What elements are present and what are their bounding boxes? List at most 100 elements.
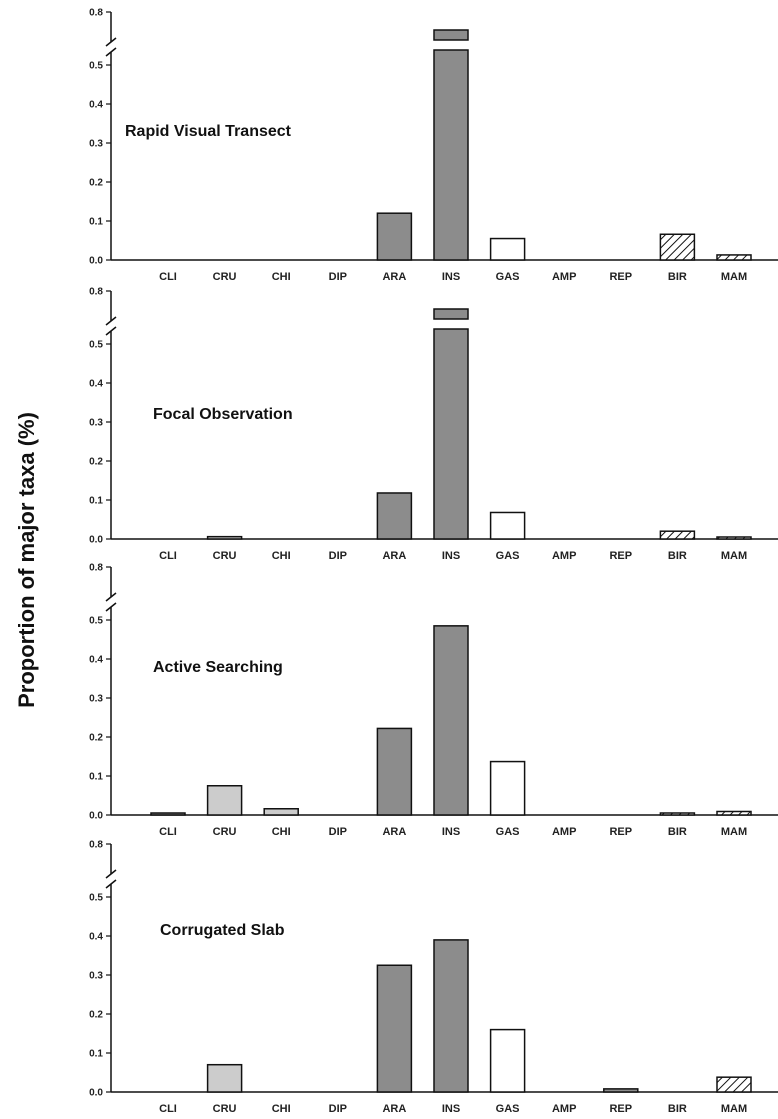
panel-1: 0.0 0.1 0.2 0.3 0.4 0.5 0.8 CLI CRU CHI DIP ARA INS G…	[89, 8, 778, 283]
x-tick-label-dip: DIP	[329, 826, 347, 838]
y-tick-label: 0.1	[89, 1049, 103, 1060]
panels: 0.0 0.1 0.2 0.3 0.4 0.5 0.8 CLI CRU CHI DIP ARA INS G…	[89, 8, 778, 1115]
y-tick-label: 0.1	[89, 217, 103, 228]
y-tick-label: 0.1	[89, 496, 103, 507]
y-tick-label: 0.8	[89, 563, 103, 574]
x-tick-label-ara: ARA	[382, 550, 406, 562]
y-tick-label: 0.4	[89, 655, 103, 666]
panel-title: Active Searching	[153, 659, 283, 676]
x-tick-label-mam: MAM	[721, 1103, 747, 1115]
bar-ins-upper	[433, 29, 469, 41]
x-tick-label-rep: REP	[609, 826, 632, 838]
axis-break-mark	[105, 47, 117, 57]
bar-mam	[716, 536, 752, 540]
x-tick-label-bir: BIR	[668, 1103, 687, 1115]
axis-break-mark	[105, 869, 117, 879]
y-tick-label: 0.2	[89, 1010, 103, 1021]
bar-ara	[376, 727, 413, 816]
bar-ara	[376, 212, 413, 261]
bar-gas	[489, 237, 526, 261]
x-tick-label-gas: GAS	[496, 1103, 520, 1115]
x-tick-label-ara: ARA	[382, 271, 406, 283]
x-tick-label-bir: BIR	[668, 550, 687, 562]
axis-break-mark	[105, 37, 117, 47]
bar-mam	[716, 810, 752, 816]
y-tick-label: 0.8	[89, 287, 103, 298]
panel-title: Corrugated Slab	[160, 922, 285, 939]
bar-ins	[433, 625, 469, 816]
panel-title: Focal Observation	[153, 406, 293, 423]
x-tick-label-chi: CHI	[272, 271, 291, 283]
x-tick-label-amp: AMP	[552, 1103, 576, 1115]
y-tick-label: 0.0	[89, 1088, 103, 1099]
y-tick-label: 0.5	[89, 340, 103, 351]
x-tick-label-chi: CHI	[272, 550, 291, 562]
x-tick-label-ara: ARA	[382, 826, 406, 838]
y-tick-label: 0.2	[89, 178, 103, 189]
y-tick-label: 0.5	[89, 616, 103, 627]
x-tick-label-amp: AMP	[552, 826, 576, 838]
x-tick-label-amp: AMP	[552, 271, 576, 283]
y-tick-label: 0.4	[89, 932, 103, 943]
panel-3: 0.0 0.1 0.2 0.3 0.4 0.5 0.8 CLI CRU CHI DIP ARA INS G…	[89, 563, 778, 838]
x-tick-label-cli: CLI	[159, 1103, 177, 1115]
x-tick-label-gas: GAS	[496, 550, 520, 562]
axis-break-mark	[105, 326, 117, 336]
bar-bir	[659, 233, 696, 261]
y-tick-label: 0.2	[89, 457, 103, 468]
axis-break-mark	[105, 316, 117, 326]
axis-break-mark	[105, 602, 117, 612]
bar-cli	[150, 812, 186, 816]
bar-mam	[716, 254, 752, 261]
x-tick-label-rep: REP	[609, 550, 632, 562]
x-tick-label-gas: GAS	[496, 826, 520, 838]
y-tick-label: 0.3	[89, 139, 103, 150]
x-tick-label-bir: BIR	[668, 271, 687, 283]
bar-ins	[433, 328, 469, 540]
x-tick-label-ins: INS	[442, 826, 460, 838]
x-tick-label-cli: CLI	[159, 826, 177, 838]
bar-chi	[263, 808, 299, 816]
y-tick-label: 0.0	[89, 256, 103, 267]
bar-bir	[659, 812, 696, 816]
bar-ins	[433, 939, 469, 1093]
panel-title: Rapid Visual Transect	[125, 123, 292, 140]
x-tick-label-ins: INS	[442, 1103, 460, 1115]
x-tick-label-gas: GAS	[496, 271, 520, 283]
bar-cru	[206, 785, 243, 816]
x-tick-label-cru: CRU	[213, 550, 237, 562]
bar-gas	[489, 1028, 526, 1093]
x-tick-label-ara: ARA	[382, 1103, 406, 1115]
y-tick-label: 0.5	[89, 893, 103, 904]
y-tick-label: 0.8	[89, 8, 103, 19]
y-tick-label: 0.3	[89, 694, 103, 705]
bar-ara	[376, 492, 413, 540]
y-tick-label: 0.2	[89, 733, 103, 744]
y-tick-label: 0.8	[89, 840, 103, 851]
bar-cru	[206, 535, 243, 540]
panel-4: 0.0 0.1 0.2 0.3 0.4 0.5 0.8 CLI CRU CHI DIP ARA INS G…	[89, 840, 778, 1115]
y-tick-label: 0.5	[89, 61, 103, 72]
y-tick-label: 0.1	[89, 772, 103, 783]
x-tick-label-cru: CRU	[213, 271, 237, 283]
y-tick-label: 0.0	[89, 811, 103, 822]
bar-rep	[603, 1088, 639, 1093]
bar-gas	[489, 511, 526, 540]
x-tick-label-dip: DIP	[329, 550, 347, 562]
y-tick-label: 0.4	[89, 100, 103, 111]
x-tick-label-dip: DIP	[329, 1103, 347, 1115]
x-tick-label-chi: CHI	[272, 1103, 291, 1115]
x-tick-label-chi: CHI	[272, 826, 291, 838]
bar-ara	[376, 964, 413, 1093]
bar-ins	[433, 49, 469, 261]
x-tick-label-mam: MAM	[721, 826, 747, 838]
y-tick-label: 0.3	[89, 418, 103, 429]
axis-break-mark	[105, 592, 117, 602]
x-tick-label-mam: MAM	[721, 271, 747, 283]
bar-mam	[716, 1076, 752, 1093]
bar-cru	[206, 1063, 243, 1093]
bar-gas	[489, 760, 526, 816]
x-tick-label-mam: MAM	[721, 550, 747, 562]
axis-break-mark	[105, 879, 117, 889]
